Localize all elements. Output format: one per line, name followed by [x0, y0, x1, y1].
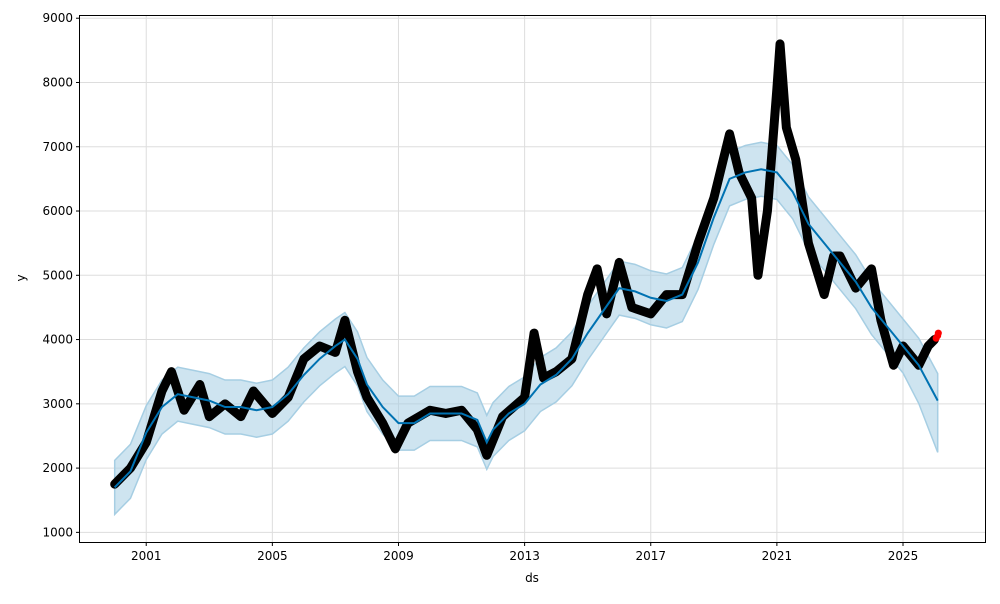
observed-point	[792, 156, 800, 164]
observed-point	[593, 265, 601, 273]
observed-point	[426, 406, 434, 414]
observed-point	[694, 239, 702, 247]
x-tick-label: 2021	[762, 549, 793, 563]
observed-point	[391, 445, 399, 453]
observed-point	[205, 413, 213, 421]
x-tick-label: 2001	[131, 549, 162, 563]
observed-point	[924, 342, 932, 350]
plot-frame	[79, 15, 986, 543]
x-axis-label: ds	[525, 571, 539, 585]
observed-point	[363, 393, 371, 401]
observed-point	[820, 291, 828, 299]
observed-point	[748, 194, 756, 202]
observed-point	[196, 381, 204, 389]
observed-point	[331, 348, 339, 356]
y-tick-label: 1000	[42, 525, 73, 539]
y-tick-label: 2000	[42, 461, 73, 475]
observed-point	[726, 130, 734, 138]
observed-point	[710, 194, 718, 202]
observed-point	[776, 40, 784, 48]
observed-point	[379, 419, 387, 427]
observed-point	[353, 368, 361, 376]
x-tick-label: 2025	[888, 549, 919, 563]
y-tick-label: 7000	[42, 140, 73, 154]
observed-point	[249, 387, 257, 395]
y-tick-label: 6000	[42, 204, 73, 218]
observed-point	[142, 438, 150, 446]
observed-point	[867, 265, 875, 273]
observed-point	[473, 426, 481, 434]
x-tick-label: 2009	[383, 549, 414, 563]
forecast-line	[113, 168, 939, 489]
y-axis: 1000 2000 3000 4000 5000 6000 7000 8000 9000	[42, 11, 80, 539]
observed-point	[584, 291, 592, 299]
x-tick-label: 2005	[257, 549, 288, 563]
y-axis-label: y	[14, 274, 28, 281]
x-tick-label: 2013	[509, 549, 540, 563]
observed-point	[316, 342, 324, 350]
recent-point	[934, 329, 942, 337]
observed-point	[603, 310, 611, 318]
y-tick-label: 3000	[42, 397, 73, 411]
y-tick-label: 9000	[42, 11, 73, 25]
observed-point	[754, 271, 762, 279]
observed-point	[341, 316, 349, 324]
recent-points	[932, 329, 942, 342]
observed-point	[773, 85, 781, 93]
y-tick-label: 8000	[42, 75, 73, 89]
observed-point	[158, 387, 166, 395]
x-tick-label: 2017	[635, 549, 666, 563]
observed-point	[300, 355, 308, 363]
y-tick-label: 5000	[42, 268, 73, 282]
uncertainty-band	[113, 141, 939, 517]
yhat-line	[113, 168, 939, 489]
observed-point	[663, 291, 671, 299]
x-axis: 2001 2005 2009 2013 2017 2021 2025	[131, 542, 918, 563]
observed-point	[782, 123, 790, 131]
observed-point	[167, 368, 175, 376]
interval-area	[113, 141, 939, 517]
observed-point	[890, 361, 898, 369]
observed-point	[763, 207, 771, 215]
observed-point	[530, 329, 538, 337]
observed-point	[483, 451, 491, 459]
y-tick-label: 4000	[42, 333, 73, 347]
observed-point	[836, 252, 844, 260]
observed-point	[458, 406, 466, 414]
observed-trace	[110, 39, 940, 489]
observed-point	[628, 303, 636, 311]
observed-point	[647, 310, 655, 318]
observed-point	[804, 239, 812, 247]
observed-point	[521, 393, 529, 401]
observed-point	[540, 374, 548, 382]
observed-point	[268, 409, 276, 417]
observed-point	[615, 258, 623, 266]
observed-point	[237, 413, 245, 421]
observed-point	[180, 406, 188, 414]
